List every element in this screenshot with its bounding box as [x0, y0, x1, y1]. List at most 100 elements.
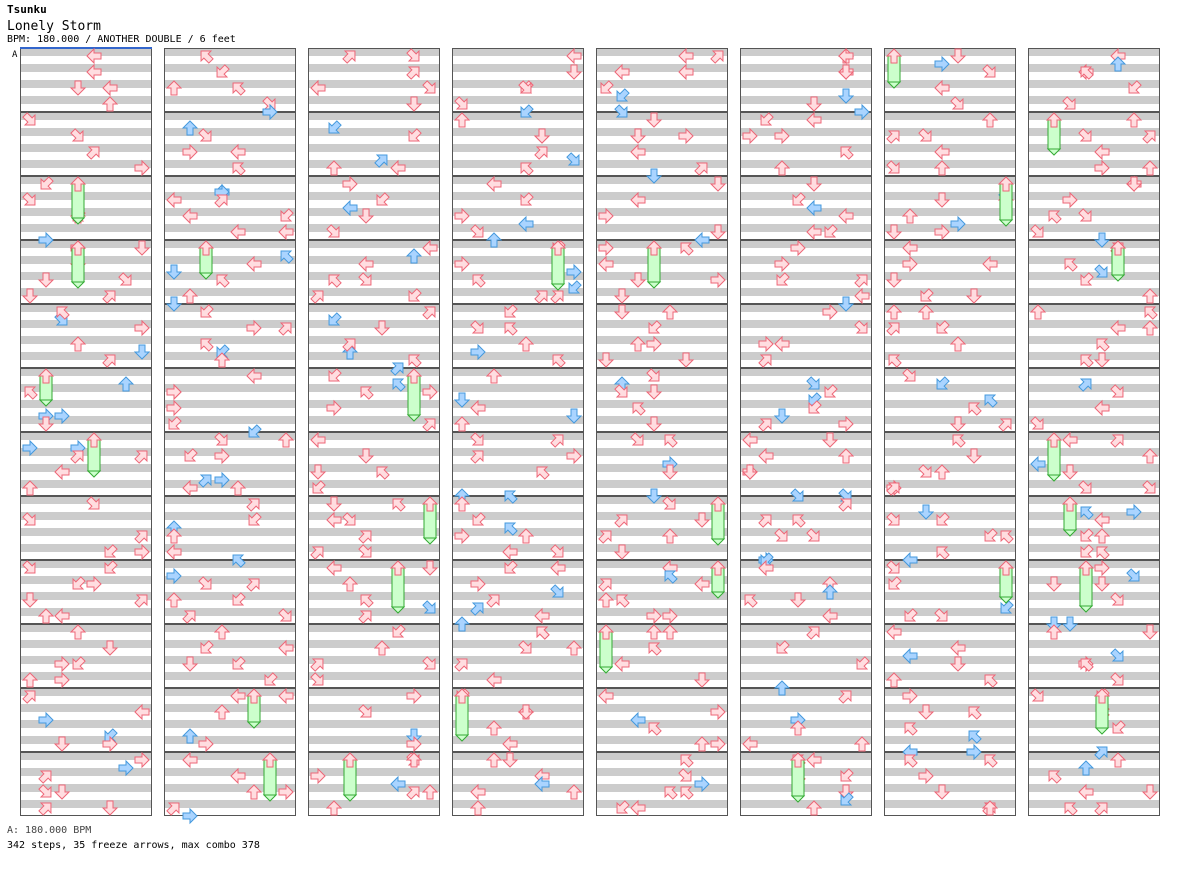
freeze-tail — [646, 281, 662, 289]
arrow-shape — [520, 192, 534, 206]
quarter-note-arrow — [1048, 770, 1062, 784]
arrow-shape — [198, 128, 212, 142]
quarter-note-arrow — [358, 704, 372, 718]
beat-stripe — [596, 400, 728, 408]
beat-stripe — [596, 672, 728, 680]
arrow-shape — [406, 687, 422, 705]
arrow-shape — [632, 402, 646, 416]
arrow-shape — [806, 199, 822, 217]
beat-stripe — [1028, 256, 1160, 264]
eighth-note-arrow — [664, 570, 678, 584]
beat-stripe — [20, 304, 152, 312]
arrow-shape — [1144, 306, 1158, 320]
beat-stripe — [164, 736, 296, 744]
arrow-shape — [246, 498, 260, 512]
measure-border — [308, 496, 440, 560]
quarter-note-arrow — [230, 767, 246, 785]
beat-stripe — [596, 128, 728, 136]
eighth-note-arrow — [165, 296, 183, 312]
arrow-shape — [965, 448, 983, 464]
quarter-note-arrow — [166, 191, 182, 209]
freeze-head — [261, 752, 279, 768]
beat-stripe — [20, 704, 152, 712]
eighth-note-arrow — [773, 680, 791, 696]
measure-border — [164, 48, 296, 112]
beat-stripe — [20, 160, 152, 168]
arrow-shape — [134, 543, 150, 561]
beat-stripe — [884, 128, 1016, 136]
quarter-note-arrow — [422, 239, 438, 257]
beat-stripe — [740, 448, 872, 456]
arrow-shape — [984, 674, 998, 688]
beat-stripe — [596, 768, 728, 776]
beat-stripe — [308, 48, 440, 56]
arrow-shape — [518, 215, 534, 233]
measure-border — [740, 112, 872, 176]
beat-stripe — [596, 288, 728, 296]
measure-border — [452, 624, 584, 688]
quarter-note-arrow — [104, 560, 118, 574]
measure-border — [20, 496, 152, 560]
arrow-shape — [230, 687, 246, 705]
arrow-shape — [21, 480, 39, 496]
quarter-note-arrow — [710, 735, 726, 753]
arrow-shape — [358, 610, 372, 624]
beat-stripe — [884, 784, 1016, 792]
arrow-shape — [72, 656, 86, 670]
eighth-note-arrow — [214, 471, 230, 489]
quarter-note-arrow — [1030, 416, 1044, 430]
quarter-note-arrow — [630, 432, 644, 446]
measure-border — [740, 624, 872, 688]
beat-stripe — [740, 400, 872, 408]
beat-stripe — [164, 176, 296, 184]
beat-stripe — [164, 800, 296, 808]
quarter-note-arrow — [694, 162, 708, 176]
quarter-note-arrow — [517, 528, 535, 544]
measure-border — [308, 752, 440, 816]
quarter-note-arrow — [454, 527, 470, 545]
beat-stripe — [20, 464, 152, 472]
arrow-shape — [1062, 191, 1078, 209]
quarter-note-arrow — [165, 80, 183, 96]
eighth-note-arrow — [968, 730, 982, 744]
beat-stripe — [164, 80, 296, 88]
beat-stripe — [452, 400, 584, 408]
arrow-shape — [1048, 770, 1062, 784]
quarter-note-arrow — [472, 274, 486, 288]
beat-stripe — [20, 176, 152, 184]
beat-stripe — [308, 592, 440, 600]
quarter-note-arrow — [1080, 66, 1094, 80]
beat-stripe — [452, 720, 584, 728]
beat-stripe — [1028, 144, 1160, 152]
measure-border — [308, 432, 440, 496]
beat-stripe — [308, 640, 440, 648]
freeze-head — [197, 240, 215, 256]
quarter-note-arrow — [758, 559, 774, 577]
arrow-shape — [629, 272, 647, 288]
arrow-shape — [101, 800, 119, 816]
quarter-note-arrow — [1030, 688, 1044, 702]
arrow-shape — [182, 807, 198, 825]
quarter-note-arrow — [1078, 480, 1092, 494]
arrow-shape — [342, 512, 356, 526]
beat-stripe — [740, 128, 872, 136]
arrow-shape — [232, 592, 246, 606]
beat-stripe — [452, 288, 584, 296]
beat-stripe — [596, 352, 728, 360]
quarter-note-arrow — [21, 288, 39, 304]
arrow-shape — [565, 64, 583, 80]
beat-stripe — [1028, 112, 1160, 120]
arrow-shape — [310, 767, 326, 785]
eighth-note-arrow — [470, 343, 486, 361]
beat-stripe — [164, 656, 296, 664]
arrow-shape — [693, 672, 711, 688]
eighth-note-arrow — [117, 376, 135, 392]
measure-border — [740, 752, 872, 816]
quarter-note-arrow — [54, 463, 70, 481]
quarter-note-arrow — [1142, 480, 1156, 494]
arrow-shape — [214, 471, 230, 489]
arrow-shape — [934, 143, 950, 161]
beat-stripe — [1028, 176, 1160, 184]
measure-border — [740, 304, 872, 368]
